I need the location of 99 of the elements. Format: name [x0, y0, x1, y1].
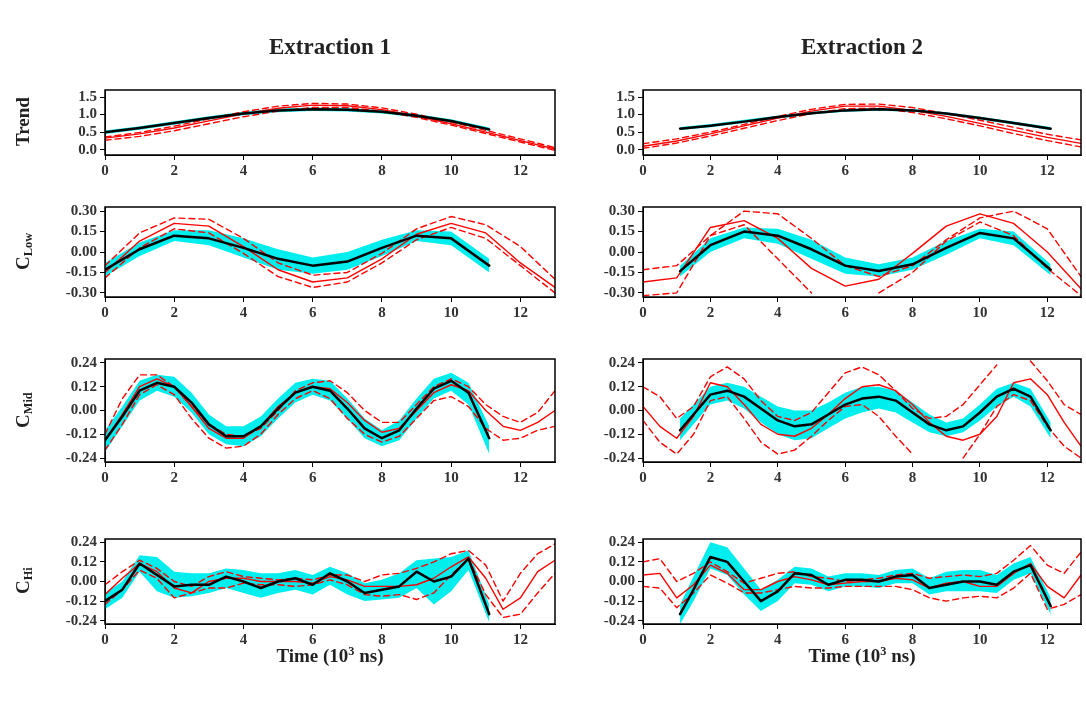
y-tick-label: 0.00 — [70, 401, 97, 418]
x-tick-label: 12 — [512, 630, 528, 647]
x-tick-label: 12 — [1039, 468, 1055, 485]
y-tick-label: -0.12 — [603, 591, 635, 608]
y-tick-label: 0.12 — [608, 552, 635, 569]
y-tick-label: 0.5 — [616, 123, 635, 140]
x-tick-label: 4 — [774, 161, 783, 178]
y-tick-label: 1.5 — [616, 87, 635, 104]
y-tick-label: -0.24 — [65, 611, 98, 628]
y-tick-label: 0.15 — [608, 222, 635, 239]
x-tick-label: 0 — [639, 468, 647, 485]
y-tick-label: -0.30 — [603, 283, 635, 300]
x-tick-label: 6 — [308, 468, 317, 485]
x-axis-title: Time (10$^{3}$ ns) — [808, 644, 916, 667]
x-tick-label: 8 — [908, 303, 917, 320]
y-tick-label: 0.00 — [70, 242, 97, 259]
x-tick-label: 10 — [443, 630, 459, 647]
x-tick-label: 4 — [239, 630, 248, 647]
x-tick-label: 12 — [1039, 161, 1055, 178]
x-tick-label: 4 — [239, 161, 248, 178]
x-tick-label: 0 — [101, 161, 109, 178]
x-tick-label: 4 — [774, 303, 783, 320]
x-tick-label: 2 — [706, 161, 715, 178]
x-tick-label: 10 — [972, 468, 988, 485]
y-tick-label: 0.12 — [70, 552, 97, 569]
y-tick-label: -0.12 — [603, 425, 635, 442]
x-tick-label: 0 — [639, 161, 647, 178]
x-tick-label: 12 — [512, 161, 528, 178]
x-tick-label: 2 — [706, 630, 715, 647]
chart-title: Extraction 2 — [800, 34, 924, 60]
x-tick-label: 0 — [639, 303, 647, 320]
x-tick-label: 0 — [101, 303, 109, 320]
x-tick-label: 2 — [170, 630, 178, 647]
x-tick-label: 4 — [239, 468, 248, 485]
x-tick-label: 12 — [512, 468, 528, 485]
x-tick-label: 6 — [841, 630, 850, 647]
y-tick-label: 0.24 — [608, 533, 636, 550]
x-tick-label: 6 — [841, 161, 850, 178]
y-tick-label: -0.24 — [603, 448, 636, 465]
chart-title: Extraction 1 — [268, 34, 392, 60]
x-tick-label: 2 — [706, 468, 715, 485]
x-tick-label: 4 — [239, 303, 248, 320]
x-tick-label: 2 — [170, 468, 178, 485]
x-tick-label: 4 — [774, 630, 783, 647]
x-tick-label: 10 — [972, 161, 988, 178]
y-axis-title: Trend — [12, 96, 34, 149]
y-tick-label: 0.5 — [78, 123, 97, 140]
y-tick-label: 0.24 — [608, 353, 636, 370]
x-tick-label: 10 — [443, 161, 459, 178]
x-tick-label: 8 — [908, 161, 917, 178]
y-tick-label: 0.0 — [78, 140, 97, 157]
y-tick-label: -0.12 — [65, 591, 97, 608]
x-tick-label: 6 — [841, 303, 850, 320]
y-tick-label: 0.00 — [70, 572, 97, 589]
y-tick-label: 1.0 — [78, 105, 97, 122]
x-tick-label: 6 — [841, 468, 850, 485]
x-tick-label: 8 — [378, 161, 386, 178]
y-tick-label: 0.00 — [608, 242, 635, 259]
x-tick-label: 0 — [639, 630, 647, 647]
y-tick-label: 0.12 — [70, 377, 97, 394]
y-tick-label: 0.00 — [608, 572, 635, 589]
x-tick-label: 12 — [1039, 303, 1055, 320]
y-tick-label: 0.00 — [608, 401, 635, 418]
y-tick-label: 0.30 — [608, 201, 635, 218]
x-tick-label: 6 — [308, 303, 317, 320]
x-tick-label: 12 — [512, 303, 528, 320]
x-tick-label: 10 — [972, 630, 988, 647]
x-tick-label: 8 — [378, 468, 386, 485]
x-tick-label: 8 — [908, 630, 917, 647]
y-tick-label: -0.30 — [65, 283, 97, 300]
x-tick-label: 4 — [774, 468, 783, 485]
y-tick-label: -0.15 — [603, 263, 635, 280]
y-tick-label: 0.0 — [616, 140, 635, 157]
x-tick-label: 0 — [101, 468, 109, 485]
y-tick-label: -0.24 — [65, 448, 98, 465]
y-tick-label: 0.24 — [70, 353, 98, 370]
x-tick-label: 6 — [308, 630, 317, 647]
y-tick-label: 0.15 — [70, 222, 97, 239]
x-tick-label: 10 — [443, 303, 459, 320]
y-tick-label: 0.12 — [608, 377, 635, 394]
y-tick-label: 1.5 — [78, 87, 97, 104]
x-tick-label: 10 — [443, 468, 459, 485]
x-tick-label: 8 — [378, 303, 386, 320]
x-tick-label: 12 — [1039, 630, 1055, 647]
x-tick-label: 8 — [908, 468, 917, 485]
x-axis-title: Time (10$^{3}$ ns) — [276, 644, 384, 667]
y-tick-label: 1.0 — [616, 105, 635, 122]
x-tick-label: 10 — [972, 303, 988, 320]
x-tick-label: 2 — [170, 303, 178, 320]
x-tick-label: 8 — [378, 630, 386, 647]
y-tick-label: 0.24 — [70, 533, 98, 550]
x-tick-label: 2 — [706, 303, 715, 320]
x-tick-label: 0 — [101, 630, 109, 647]
y-tick-label: 0.30 — [70, 201, 97, 218]
y-tick-label: -0.12 — [65, 425, 97, 442]
x-tick-label: 6 — [308, 161, 317, 178]
y-tick-label: -0.15 — [65, 263, 97, 280]
y-tick-label: -0.24 — [603, 611, 636, 628]
x-tick-label: 2 — [170, 161, 178, 178]
